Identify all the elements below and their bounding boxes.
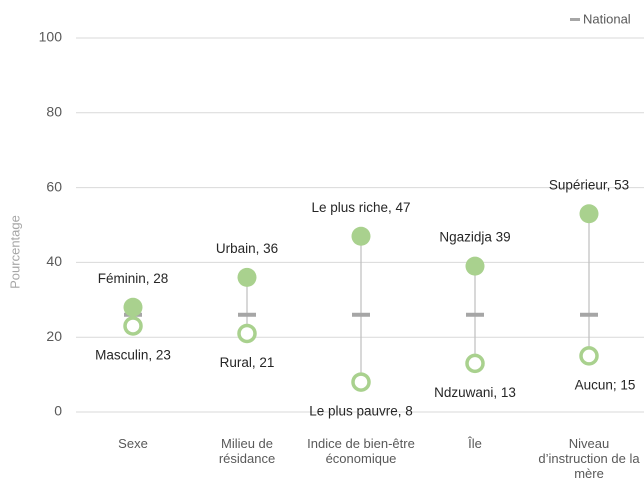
data-label: Ndzuwani, 13: [434, 385, 516, 400]
national-marker: [238, 312, 256, 317]
legend-label: National: [583, 11, 631, 26]
high-dot: [237, 267, 257, 287]
low-dot: [237, 323, 257, 344]
y-tick-label: 0: [54, 403, 62, 419]
y-tick-label: 100: [39, 29, 63, 45]
high-dot: [351, 226, 371, 246]
x-tick-label: Niveau d’instruction de la mère: [538, 436, 640, 481]
x-tick-label: Milieu de résidance: [218, 436, 276, 466]
high-dot: [579, 204, 599, 224]
low-dot: [579, 346, 599, 366]
x-tick-label: Indice de bien-être économique: [307, 436, 415, 466]
y-tick-label: 20: [46, 328, 62, 344]
data-label: Urbain, 36: [216, 241, 278, 256]
data-label: Aucun; 15: [575, 377, 636, 392]
low-dot: [123, 316, 143, 336]
y-tick-label: 60: [46, 178, 62, 194]
low-dot: [465, 353, 485, 374]
high-dot: [123, 297, 143, 317]
data-label: Masculin, 23: [95, 348, 171, 363]
y-axis-label: Pourcentage: [7, 215, 22, 289]
legend-swatch: [570, 18, 580, 21]
data-label: Le plus riche, 47: [311, 200, 410, 215]
national-marker: [580, 312, 598, 317]
data-label: Le plus pauvre, 8: [309, 404, 413, 419]
data-label: Supérieur, 53: [549, 177, 629, 192]
low-dot: [351, 372, 371, 392]
national-marker: [352, 312, 370, 317]
x-tick-label: Sexe: [118, 436, 148, 451]
high-dot: [465, 256, 485, 276]
data-label: Ngazidja 39: [439, 230, 510, 245]
data-label: Féminin, 28: [98, 271, 169, 286]
data-label: Rural, 21: [220, 355, 275, 370]
x-tick-label: Île: [468, 436, 482, 451]
y-tick-label: 40: [46, 253, 62, 269]
y-tick-label: 80: [46, 104, 62, 120]
national-marker: [466, 312, 484, 317]
